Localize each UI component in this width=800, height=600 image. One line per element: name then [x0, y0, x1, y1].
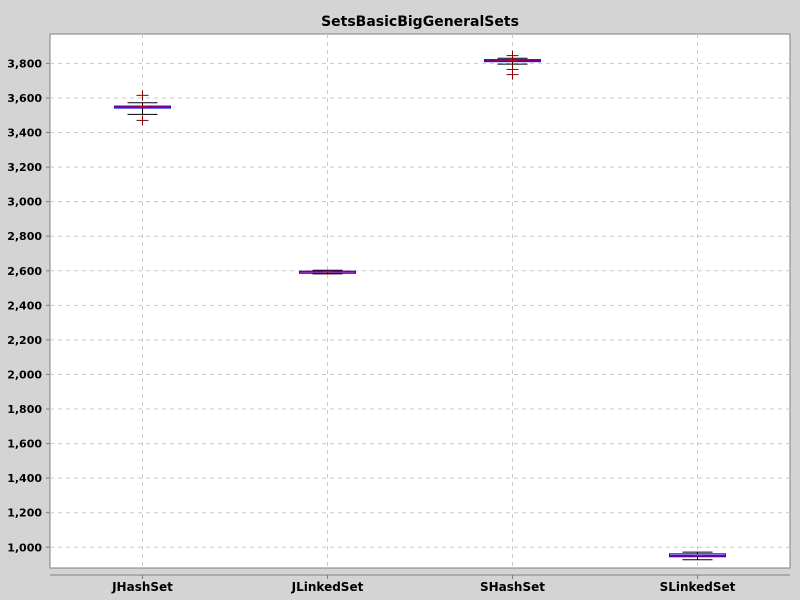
box-JLinkedSet — [299, 269, 356, 275]
x-category-label: SLinkedSet — [660, 580, 736, 594]
y-tick-label: 2,200 — [7, 334, 42, 347]
box-layer — [114, 50, 726, 561]
y-tick-label: 3,600 — [7, 92, 42, 105]
box-JHashSet — [114, 90, 171, 126]
y-tick-label: 1,600 — [7, 438, 42, 451]
y-tick-label: 3,000 — [7, 196, 42, 209]
axis-layer: 1,000 1,200 1,400 1,600 1,800 2,000 2,200 2,400… — [7, 57, 790, 594]
y-tick-label: 1,400 — [7, 472, 42, 485]
y-tick-label: 2,800 — [7, 230, 42, 243]
box-SHashSet — [484, 50, 541, 80]
y-tick-label: 1,200 — [7, 507, 42, 520]
y-tick-label: 3,400 — [7, 127, 42, 140]
x-category-label: SHashSet — [480, 580, 545, 594]
y-tick-label: 1,000 — [7, 541, 42, 554]
y-tick-label: 1,800 — [7, 403, 42, 416]
y-tick-label: 2,600 — [7, 265, 42, 278]
y-tick-label: 3,200 — [7, 161, 42, 174]
x-category-label: JLinkedSet — [291, 580, 364, 594]
plot-area — [49, 33, 791, 569]
grid-layer — [50, 34, 790, 568]
chart-title: SetsBasicBigGeneralSets — [321, 14, 519, 30]
y-tick-label: 2,000 — [7, 368, 42, 381]
box-SLinkedSet — [669, 551, 726, 561]
y-tick-label: 3,800 — [7, 57, 42, 70]
x-category-label: JHashSet — [111, 580, 173, 594]
y-tick-label: 2,400 — [7, 299, 42, 312]
